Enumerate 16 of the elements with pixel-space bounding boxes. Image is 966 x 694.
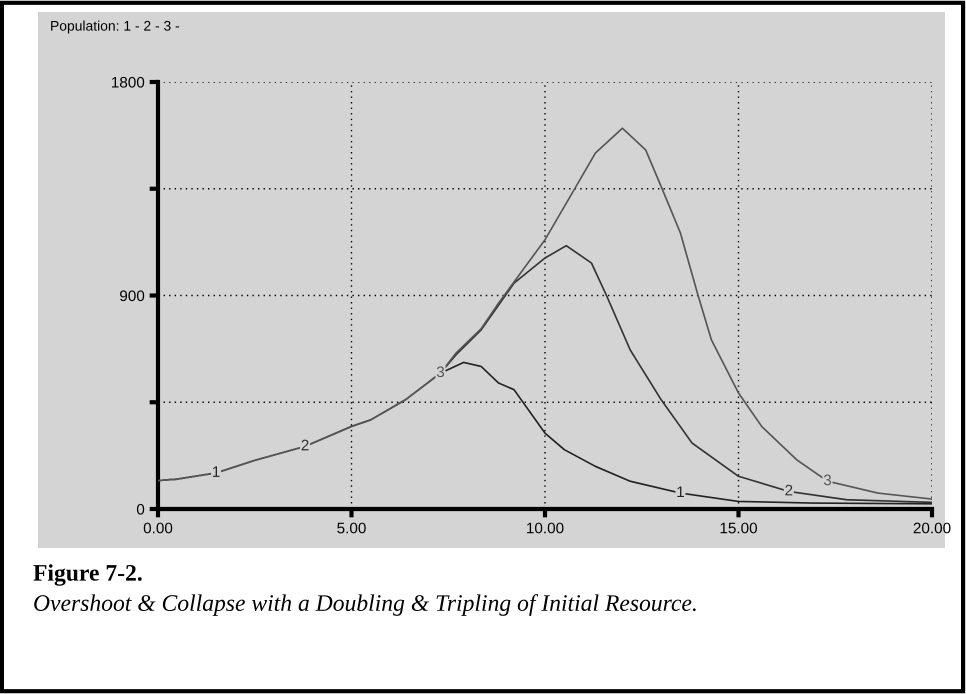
text: Overshoot & Collapse with a Doubling & Tripling of Initial Resource. (34, 594, 696, 616)
line-series (158, 127, 932, 500)
text: 1 (677, 486, 684, 498)
y-tick-label: 1800 (112, 76, 144, 88)
y-tick-label: 0 (136, 504, 144, 515)
y-tick-label: 900 (120, 290, 144, 302)
x-tick-label: 0.00 (144, 522, 172, 534)
x-tick-label: 10.00 (527, 522, 564, 534)
x-tick-label: 15.00 (720, 522, 758, 534)
chart-title: Population: 1 - 2 - 3 - (51, 20, 180, 34)
series-label: 1 (212, 466, 220, 477)
x-tick-label: 5.00 (337, 522, 366, 534)
series-label: 2 (302, 440, 309, 450)
series-label: 3 (436, 366, 444, 378)
x-tick-label: 20.00 (914, 522, 951, 534)
caption: Figure 7-2. (33, 564, 142, 586)
